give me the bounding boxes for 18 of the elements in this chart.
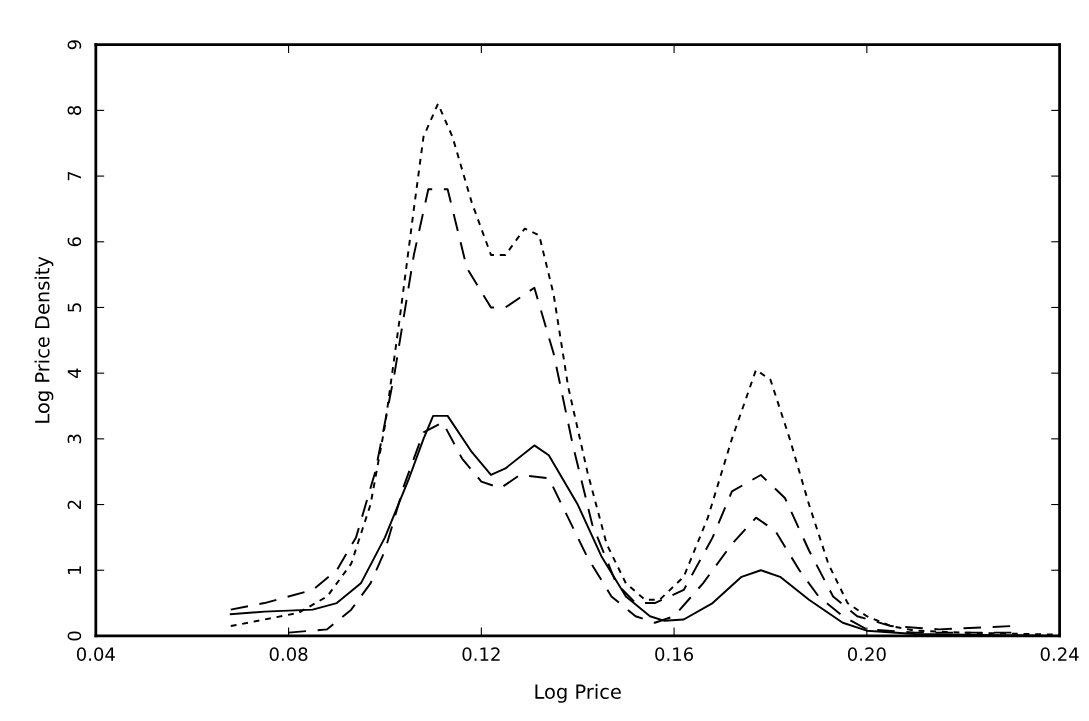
y-tick-label: 5 [67,303,82,312]
y-tick-label: 2 [67,500,81,509]
y-tick-label: 7 [67,171,81,181]
y-tick-label: 1 [67,566,81,574]
y-tick-label: 3 [67,434,82,444]
y-axis-title: Log Price Density [34,256,54,423]
y-tick-label: 8 [67,105,82,115]
x-tick-label: 0.20 [847,647,886,662]
x-axis-title: Log Price [535,683,621,703]
x-tick-label: 0.08 [269,647,308,662]
x-tick-label: 0.04 [76,647,115,662]
y-tick-label: 0 [67,631,82,641]
x-tick-label: 0.12 [462,647,500,662]
y-tick-label: 6 [67,237,82,247]
x-tick-label: 0.16 [655,647,694,662]
x-tick-label: 0.24 [1040,647,1079,662]
y-tick-label: 4 [67,368,81,379]
y-tick-label: 9 [67,40,82,50]
